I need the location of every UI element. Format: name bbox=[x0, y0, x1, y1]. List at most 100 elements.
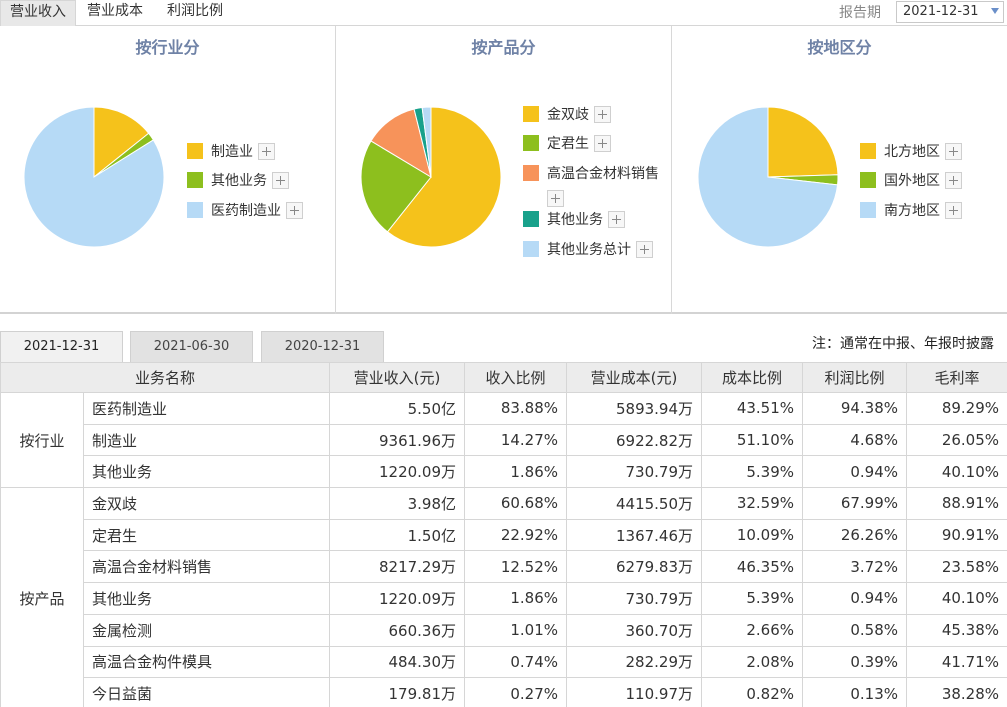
charts-area: 按行业分 制造业 其他业务 医药制造业 按产品分 金双歧 定君生 高温合金材料销售 其他业… bbox=[0, 26, 1007, 314]
panel-title: 按地区分 bbox=[807, 38, 872, 57]
value-cell: 90.91% bbox=[906, 518, 1007, 552]
legend-item[interactable]: 高温合金材料销售 bbox=[523, 163, 659, 207]
value-cell: 110.97万 bbox=[566, 677, 703, 707]
date-tab-2020-12-31[interactable]: 2020-12-31 bbox=[261, 331, 384, 362]
value-cell: 730.79万 bbox=[566, 455, 703, 489]
legend-item[interactable]: 国外地区 bbox=[860, 170, 962, 190]
expand-plus-icon[interactable] bbox=[272, 171, 289, 189]
group-label: 按行业 bbox=[0, 391, 84, 489]
pie-slice[interactable] bbox=[93, 106, 150, 179]
legend-item[interactable]: 其他业务总计 bbox=[523, 239, 653, 259]
table-row: 定君生 1.50亿 22.92% 1367.46万 10.09% 26.26% 90.91% bbox=[1, 518, 1007, 552]
value-cell: 0.94% bbox=[802, 582, 908, 615]
date-tab-2021-12-31[interactable]: 2021-12-31 bbox=[0, 331, 123, 363]
value-cell: 0.39% bbox=[802, 645, 908, 679]
value-cell: 0.82% bbox=[701, 677, 804, 707]
pie-slice[interactable] bbox=[386, 106, 502, 248]
legend-label: 南方地区 bbox=[884, 203, 940, 219]
table-row: 高温合金构件模具 484.30万 0.74% 282.29万 2.08% 0.39% 41.… bbox=[1, 645, 1007, 679]
legend-item[interactable]: 制造业 bbox=[187, 141, 275, 161]
value-cell: 0.13% bbox=[802, 677, 908, 707]
value-cell: 1367.46万 bbox=[566, 518, 703, 552]
legend-label: 高温合金材料销售 bbox=[547, 166, 659, 182]
expand-plus-icon[interactable] bbox=[945, 142, 962, 160]
value-cell: 14.27% bbox=[464, 423, 568, 457]
value-cell: 40.10% bbox=[906, 455, 1007, 489]
legend-item[interactable]: 其他业务 bbox=[523, 209, 625, 229]
value-cell: 179.81万 bbox=[329, 677, 466, 707]
date-tab-2021-06-30[interactable]: 2021-06-30 bbox=[130, 331, 253, 362]
value-cell: 1.86% bbox=[464, 455, 568, 489]
legend-item[interactable]: 金双歧 bbox=[523, 104, 611, 124]
expand-plus-icon[interactable] bbox=[945, 171, 962, 189]
period-value: 2021-12-31 bbox=[903, 4, 979, 19]
legend-swatch bbox=[523, 165, 539, 181]
value-cell: 1.50亿 bbox=[329, 518, 466, 552]
value-cell: 1220.09万 bbox=[329, 455, 466, 489]
period-select[interactable]: 2021-12-31 bbox=[896, 1, 1004, 23]
value-cell: 2.08% bbox=[701, 645, 804, 679]
value-cell: 5.50亿 bbox=[329, 392, 466, 425]
value-cell: 4.68% bbox=[802, 423, 908, 457]
legend-swatch bbox=[860, 172, 876, 188]
business-name-cell: 医药制造业 bbox=[82, 392, 331, 425]
dropdown-arrow-icon[interactable] bbox=[991, 8, 999, 14]
legend-label: 其他业务 bbox=[547, 212, 603, 228]
legend-label: 国外地区 bbox=[884, 173, 940, 189]
value-cell: 40.10% bbox=[906, 582, 1007, 615]
pie-slice[interactable] bbox=[360, 140, 432, 233]
pie-slice[interactable] bbox=[697, 106, 839, 248]
pie-chart bbox=[360, 106, 502, 248]
value-cell: 484.30万 bbox=[329, 645, 466, 679]
panel-title: 按产品分 bbox=[471, 38, 536, 57]
business-name-cell: 金双歧 bbox=[82, 487, 331, 520]
pie-slice[interactable] bbox=[767, 106, 839, 178]
legend-item[interactable]: 南方地区 bbox=[860, 200, 962, 220]
expand-plus-icon[interactable] bbox=[286, 201, 303, 219]
value-cell: 3.98亿 bbox=[329, 487, 466, 520]
expand-plus-icon[interactable] bbox=[945, 201, 962, 219]
tab-revenue[interactable]: 营业收入 bbox=[0, 0, 76, 26]
legend-item[interactable]: 北方地区 bbox=[860, 141, 962, 161]
top-tab-bar: 营业收入 营业成本 利润比例 报告期 2021-12-31 bbox=[0, 0, 1007, 26]
legend-item[interactable]: 定君生 bbox=[523, 133, 611, 153]
value-cell: 0.27% bbox=[464, 677, 568, 707]
value-cell: 5893.94万 bbox=[566, 392, 703, 425]
legend-swatch bbox=[860, 143, 876, 159]
header-revenue: 营业收入(元) bbox=[329, 362, 466, 393]
value-cell: 0.74% bbox=[464, 645, 568, 679]
value-cell: 1.01% bbox=[464, 613, 568, 647]
pie-chart bbox=[697, 106, 839, 248]
value-cell: 26.26% bbox=[802, 518, 908, 552]
business-name-cell: 高温合金材料销售 bbox=[82, 550, 331, 584]
legend-item[interactable]: 其他业务 bbox=[187, 170, 289, 190]
business-name-cell: 今日益菌 bbox=[82, 677, 331, 707]
legend-label: 金双歧 bbox=[547, 107, 589, 123]
period-label: 报告期 bbox=[839, 5, 881, 21]
expand-plus-icon[interactable] bbox=[594, 134, 611, 152]
panel-title: 按行业分 bbox=[135, 38, 200, 57]
pie-slice[interactable] bbox=[421, 106, 432, 178]
value-cell: 1.86% bbox=[464, 582, 568, 615]
value-cell: 3.72% bbox=[802, 550, 908, 584]
expand-plus-icon[interactable] bbox=[608, 210, 625, 228]
value-cell: 660.36万 bbox=[329, 613, 466, 647]
header-gross-margin: 毛利率 bbox=[906, 362, 1007, 393]
pie-slice[interactable] bbox=[23, 106, 165, 248]
legend-item[interactable]: 医药制造业 bbox=[187, 200, 303, 220]
pie-chart bbox=[23, 106, 165, 248]
business-name-cell: 高温合金构件模具 bbox=[82, 645, 331, 679]
expand-plus-icon[interactable] bbox=[258, 142, 275, 160]
tab-cost[interactable]: 营业成本 bbox=[87, 3, 143, 19]
legend-swatch bbox=[860, 202, 876, 218]
value-cell: 45.38% bbox=[906, 613, 1007, 647]
expand-plus-icon[interactable] bbox=[547, 190, 564, 207]
disclosure-note: 注：通常在中报、年报时披露 bbox=[812, 336, 994, 352]
value-cell: 46.35% bbox=[701, 550, 804, 584]
legend-label: 北方地区 bbox=[884, 144, 940, 160]
legend-swatch bbox=[187, 172, 203, 188]
legend-label: 其他业务总计 bbox=[547, 242, 631, 258]
expand-plus-icon[interactable] bbox=[594, 105, 611, 123]
expand-plus-icon[interactable] bbox=[636, 240, 653, 258]
tab-profit-ratio[interactable]: 利润比例 bbox=[167, 3, 223, 19]
